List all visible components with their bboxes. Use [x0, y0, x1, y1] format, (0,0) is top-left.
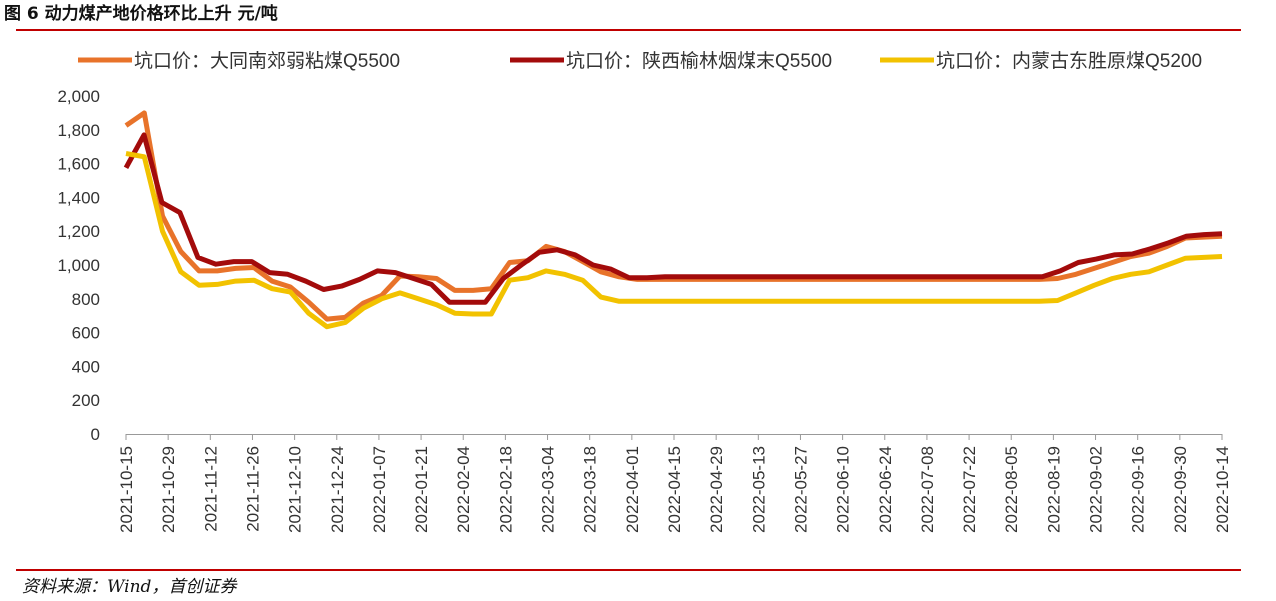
x-tick-label: 2022-05-27 [791, 446, 810, 533]
y-axis: 0 200 400 600 800 1,000 1,200 1,400 1,600 1,800 2,… [57, 87, 100, 444]
x-tick-label: 2021-11-26 [243, 446, 262, 532]
series-line-1 [124, 110, 1223, 322]
figure-title: 图 6 动力煤产地价格环比上升 元/吨 [4, 4, 278, 24]
x-tick-label: 2022-08-05 [1002, 446, 1021, 533]
x-tick-label: 2022-09-02 [1087, 446, 1106, 533]
x-tick-label: 2022-02-18 [496, 446, 515, 533]
x-tick-label: 2022-05-13 [749, 446, 768, 533]
x-tick-label: 2022-09-16 [1129, 446, 1148, 533]
x-tick-label: 2021-11-12 [201, 446, 220, 532]
legend-label: 坑口价：陕西榆林烟煤末Q5500 [566, 50, 832, 72]
x-tick-label: 2022-04-29 [707, 446, 726, 533]
series-line-3 [125, 151, 1223, 330]
y-tick-label: 1,400 [57, 188, 100, 207]
x-tick-label: 2022-08-19 [1044, 446, 1063, 533]
y-tick-label: 1,800 [57, 121, 100, 140]
x-tick-label: 2022-04-15 [665, 446, 684, 533]
x-tick-label: 2022-01-07 [370, 446, 389, 533]
title-divider [16, 29, 1241, 31]
legend-label: 坑口价：内蒙古东胜原煤Q5200 [936, 50, 1202, 72]
series-line-2 [123, 132, 1223, 305]
y-tick-label: 1,000 [57, 256, 100, 275]
x-tick-label: 2022-09-30 [1171, 446, 1190, 533]
source-divider [16, 569, 1241, 571]
y-tick-label: 600 [72, 324, 100, 343]
x-tick-label: 2021-12-24 [328, 446, 347, 533]
x-axis: 2021-10-15 2021-10-29 2021-11-12 2021-11-26… [117, 434, 1232, 533]
y-tick-label: 800 [72, 290, 100, 309]
y-tick-label: 1,200 [57, 222, 100, 241]
x-tick-label: 2022-07-22 [960, 446, 979, 533]
y-tick-label: 200 [72, 391, 100, 410]
x-tick-label: 2022-06-24 [876, 446, 895, 533]
x-tick-label: 2021-10-15 [117, 446, 136, 533]
x-tick-label: 2022-03-18 [581, 446, 600, 533]
x-tick-label: 2022-10-14 [1213, 446, 1232, 533]
y-tick-label: 2,000 [57, 87, 100, 106]
series-lines [123, 110, 1223, 330]
legend-label: 坑口价：大同南郊弱粘煤Q5500 [134, 50, 400, 72]
x-tick-label: 2021-12-10 [286, 446, 305, 533]
source-note: 资料来源：Wind，首创证券 [22, 577, 237, 597]
x-tick-label: 2022-01-21 [412, 446, 431, 533]
y-tick-label: 0 [91, 425, 100, 444]
x-tick-label: 2022-06-10 [834, 446, 853, 533]
y-tick-label: 1,600 [57, 155, 100, 174]
x-tick-label: 2022-07-08 [918, 446, 937, 533]
x-tick-label: 2022-02-04 [454, 446, 473, 533]
x-tick-label: 2021-10-29 [159, 446, 178, 533]
x-tick-label: 2022-03-04 [539, 446, 558, 533]
x-tick-label: 2022-04-01 [623, 446, 642, 533]
y-tick-label: 400 [72, 357, 100, 376]
chart-legend: 坑口价：大同南郊弱粘煤Q5500 坑口价：陕西榆林烟煤末Q5500 坑口价：内蒙古东… [78, 50, 1202, 72]
